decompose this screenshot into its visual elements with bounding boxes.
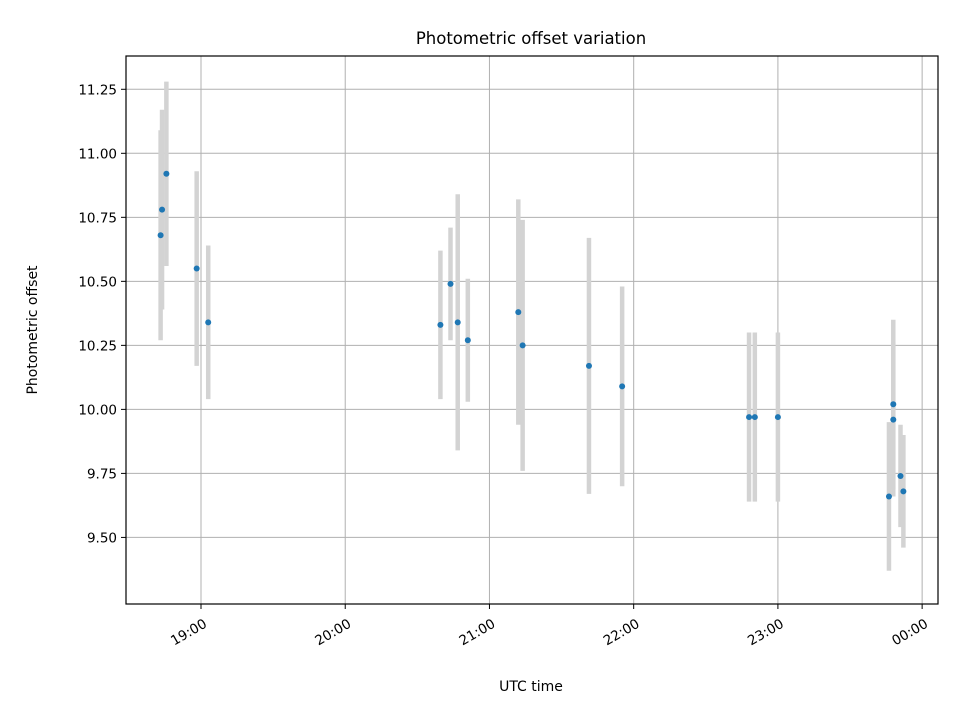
data-point — [163, 170, 170, 177]
data-point — [897, 472, 904, 479]
y-axis-ticks: 9.50 9.75 10.00 10.25 10.50 10.75 11.00 11.25 — [78, 82, 126, 546]
data-point — [515, 309, 522, 316]
data-points — [157, 170, 907, 500]
data-point — [454, 319, 461, 326]
data-point — [890, 416, 897, 423]
data-point — [447, 280, 454, 287]
y-tick-label: 9.50 — [87, 530, 117, 546]
data-point — [774, 414, 781, 421]
data-point — [751, 414, 758, 421]
data-point — [519, 342, 526, 349]
y-tick-label: 10.50 — [78, 274, 117, 290]
data-point — [157, 232, 164, 239]
grid — [126, 56, 938, 604]
plot-frame — [125, 55, 939, 605]
data-point — [585, 362, 592, 369]
y-axis-label: Photometric offset — [25, 265, 41, 395]
chart-title: Photometric offset variation — [416, 29, 646, 48]
data-point — [885, 493, 892, 500]
y-tick-label: 11.00 — [78, 146, 117, 162]
data-point — [890, 401, 897, 408]
data-point — [193, 265, 200, 272]
y-tick-label: 10.25 — [78, 338, 117, 354]
data-point — [619, 383, 626, 390]
data-point — [159, 206, 166, 213]
y-tick-label: 9.75 — [87, 466, 117, 482]
data-point — [746, 414, 753, 421]
data-point — [205, 319, 212, 326]
data-point — [437, 321, 444, 328]
y-tick-label: 10.75 — [78, 210, 117, 226]
data-point — [464, 337, 471, 344]
data-point — [900, 488, 907, 495]
x-axis-label: UTC time — [499, 679, 563, 695]
y-tick-label: 11.25 — [78, 82, 117, 98]
y-tick-label: 10.00 — [78, 402, 117, 418]
